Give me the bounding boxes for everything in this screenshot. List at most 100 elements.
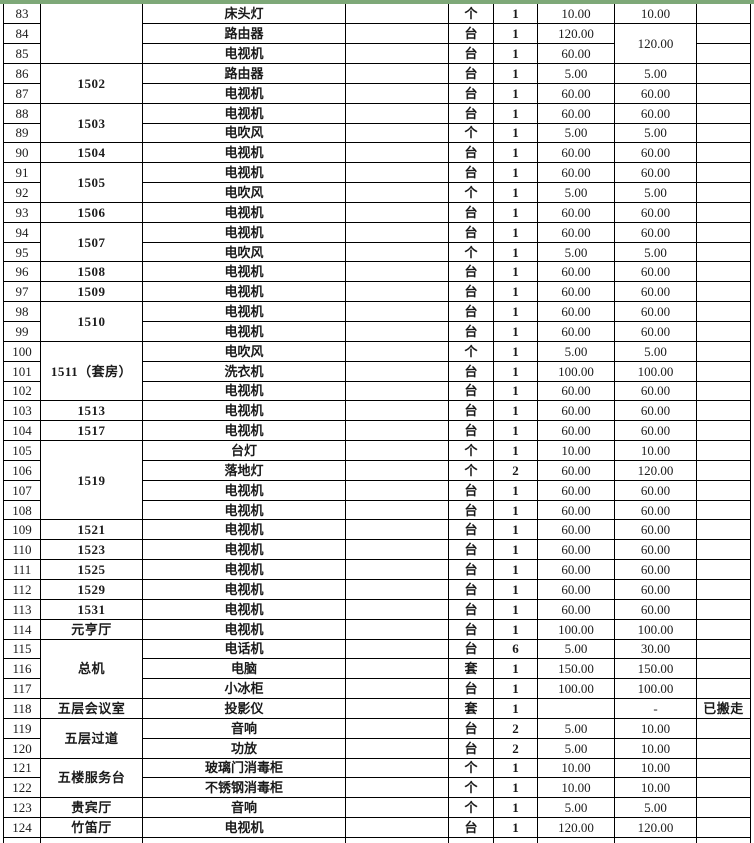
cell-item-name[interactable]: 电视机 [142, 598, 346, 620]
cell-quantity[interactable]: 1 [493, 598, 538, 620]
cell-row-number[interactable]: 88 [3, 102, 41, 124]
cell-item-name[interactable]: 电视机 [142, 281, 346, 303]
cell-location[interactable]: 1510 [40, 301, 143, 342]
cell-item-name[interactable]: 电视机 [142, 201, 346, 223]
cell-location[interactable]: 1507 [40, 221, 143, 263]
cell-unit[interactable]: 个 [448, 340, 494, 362]
cell-quantity[interactable]: 1 [493, 559, 538, 580]
cell-quantity[interactable]: 1 [493, 797, 538, 819]
cell-row-number[interactable]: 85 [3, 43, 41, 65]
cell-quantity[interactable]: 1 [493, 142, 538, 164]
cell-total-amount[interactable]: 60.00 [614, 400, 697, 422]
cell-note[interactable] [696, 221, 751, 243]
cell-item-name[interactable]: 不锈钢消毒柜 [142, 777, 346, 799]
cell-row-number[interactable]: 115 [3, 638, 41, 660]
cell-note[interactable] [696, 499, 751, 521]
cell-note[interactable] [696, 638, 751, 660]
cell-item-name[interactable]: 电视机 [142, 578, 346, 600]
cell-row-number[interactable]: 86 [3, 63, 41, 84]
cell-item-name[interactable]: 电视机 [142, 817, 346, 838]
cell-note[interactable] [696, 797, 751, 819]
cell-row-number[interactable]: 95 [3, 241, 41, 263]
cell-location[interactable]: 五层过道 [40, 717, 143, 759]
cell-row-number[interactable]: 120 [3, 737, 41, 759]
cell-row-number[interactable]: 99 [3, 321, 41, 342]
cell-item-name[interactable]: 电脑 [142, 658, 346, 680]
cell-spare[interactable] [345, 301, 449, 322]
cell-location[interactable]: 1519 [40, 440, 143, 521]
cell-note[interactable] [696, 559, 751, 580]
cell-total-amount[interactable]: 5.00 [614, 122, 697, 144]
cell-quantity[interactable]: 6 [493, 638, 538, 660]
cell-location[interactable]: 1504 [40, 142, 143, 164]
cell-row-number[interactable]: 110 [3, 539, 41, 561]
cell-note[interactable] [696, 678, 751, 700]
cell-total-amount[interactable]: 30.00 [614, 638, 697, 660]
cell-unit-price[interactable]: 5.00 [537, 797, 615, 819]
cell-unit[interactable]: 台 [448, 539, 494, 561]
cell-unit-price[interactable]: 60.00 [537, 479, 615, 501]
cell-row-number[interactable]: 83 [3, 4, 41, 25]
cell-spare[interactable] [345, 82, 449, 104]
cell-total-amount[interactable]: 10.00 [614, 4, 697, 25]
cell-total-amount[interactable]: 60.00 [614, 321, 697, 342]
cell-quantity[interactable]: 1 [493, 698, 538, 719]
cell-spare[interactable] [345, 499, 449, 521]
cell-spare[interactable] [345, 261, 449, 283]
cell-total-amount[interactable]: 10.00 [614, 440, 697, 461]
cell-quantity[interactable]: 1 [493, 43, 538, 65]
cell-total-amount[interactable]: 60.00 [614, 598, 697, 620]
cell-note[interactable] [696, 301, 751, 322]
cell-unit-price[interactable] [537, 698, 615, 719]
cell-row-number[interactable]: 84 [3, 23, 41, 45]
cell-location[interactable]: 竹笛厅 [40, 817, 143, 838]
cell-total-amount[interactable]: 60.00 [614, 301, 697, 322]
cell-quantity[interactable]: 1 [493, 4, 538, 25]
cell-spare[interactable] [345, 578, 449, 600]
cell-quantity[interactable]: 1 [493, 102, 538, 124]
cell-spare[interactable] [345, 182, 449, 203]
cell-location[interactable]: 贵宾厅 [40, 797, 143, 819]
cell-unit-price[interactable]: 5.00 [537, 63, 615, 84]
cell-unit-price[interactable]: 120.00 [537, 817, 615, 838]
cell-item-name[interactable]: 电视机 [142, 142, 346, 164]
cell-spare[interactable] [345, 201, 449, 223]
cell-note[interactable] [696, 82, 751, 104]
cell-note[interactable] [696, 618, 751, 640]
cell-quantity[interactable]: 1 [493, 757, 538, 779]
cell-quantity[interactable]: 1 [493, 618, 538, 640]
cell-unit[interactable]: 个 [448, 122, 494, 144]
cell-total-amount[interactable]: 60.00 [614, 420, 697, 442]
cell-row-number[interactable]: 118 [3, 698, 41, 719]
cell-quantity[interactable]: 1 [493, 360, 538, 382]
cell-row-number[interactable]: 96 [3, 261, 41, 283]
cell-unit-price[interactable]: 60.00 [537, 162, 615, 184]
cell-row-number[interactable]: 114 [3, 618, 41, 640]
cell-row-number[interactable]: 119 [3, 717, 41, 739]
cell-note[interactable] [696, 578, 751, 600]
cell-item-name[interactable]: 电话机 [142, 638, 346, 660]
cell-spare[interactable] [345, 4, 449, 25]
cell-spare[interactable] [345, 539, 449, 561]
cell-unit[interactable]: 台 [448, 638, 494, 660]
cell-item-name[interactable]: 电视机 [142, 559, 346, 580]
cell-note[interactable] [696, 241, 751, 263]
cell-note[interactable] [696, 737, 751, 759]
cell-total-amount[interactable]: - [614, 698, 697, 719]
cell-unit[interactable]: 台 [448, 737, 494, 759]
cell-total-amount[interactable]: 60.00 [614, 380, 697, 402]
cell-unit[interactable]: 台 [448, 380, 494, 402]
cell-total-amount[interactable]: 60.00 [614, 82, 697, 104]
cell-spare[interactable] [345, 618, 449, 640]
cell-total-amount[interactable]: 5.00 [614, 182, 697, 203]
cell-unit-price[interactable]: 5.00 [537, 638, 615, 660]
cell-quantity[interactable]: 1 [493, 380, 538, 402]
cell-quantity[interactable]: 1 [493, 479, 538, 501]
cell-unit[interactable]: 台 [448, 360, 494, 382]
cell-total-amount[interactable]: 120.00 [614, 459, 697, 481]
cell-location[interactable]: 1509 [40, 281, 143, 303]
cell-total-amount[interactable]: 60.00 [614, 578, 697, 600]
cell-row-number[interactable]: 116 [3, 658, 41, 680]
cell-total-amount[interactable]: 10.00 [614, 777, 697, 799]
cell-spare[interactable] [345, 122, 449, 144]
